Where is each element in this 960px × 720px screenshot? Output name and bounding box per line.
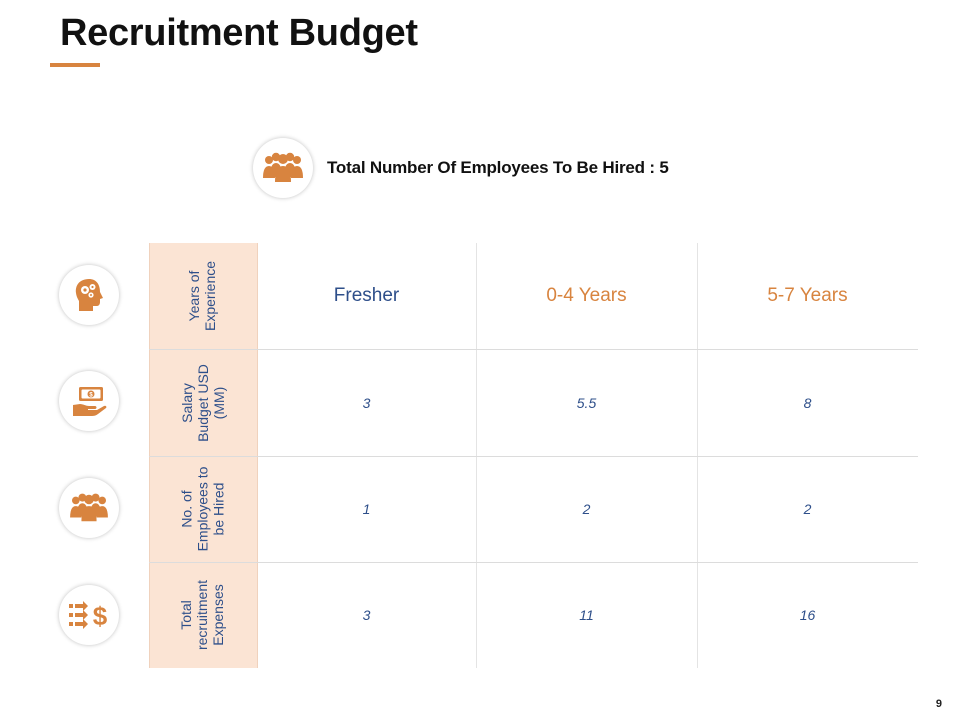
row-header-total-recruitment-expenses: Total recruitment Expenses [149, 562, 256, 668]
experience-level-5-7-years: 5-7 Years [767, 285, 848, 306]
svg-text:$: $ [89, 393, 93, 399]
row-divider [149, 456, 918, 457]
title-underline [50, 63, 100, 67]
total-expenses-0-4-years: 11 [579, 607, 594, 623]
employees-hired-0-4-years: 2 [582, 501, 591, 517]
employees-hired-5-7-years: 2 [803, 501, 812, 517]
row-divider [149, 562, 918, 563]
column-divider [476, 243, 477, 668]
money-hand-icon: $ [59, 371, 119, 431]
employees-hired-fresher: 1 [362, 501, 371, 517]
row-header-line: No. of [178, 490, 195, 528]
row-header-line: Salary [178, 382, 195, 423]
total-expenses-fresher: 3 [362, 607, 371, 623]
row-header-years-of-experience: Years of Experience [149, 243, 256, 349]
experience-level-fresher: Fresher [333, 285, 400, 306]
row-header-salary-budget: Salary Budget USD (MM) [149, 349, 256, 456]
row-header-line: Expenses [210, 584, 227, 646]
row-header-line: recruitment [194, 579, 211, 651]
experience-level-0-4-years: 0-4 Years [546, 285, 627, 306]
total-employees-summary: Total Number Of Employees To Be Hired : … [327, 158, 669, 177]
row-header-employees-to-be-hired: No. of Employees to be Hired [149, 456, 256, 562]
row-header-line: Experience [202, 260, 219, 332]
svg-text:$: $ [93, 601, 108, 630]
row-header-line: be Hired [210, 482, 227, 536]
row-header-line: Total [178, 600, 195, 630]
salary-budget-fresher: 3 [362, 394, 371, 411]
people-group-icon [59, 478, 119, 538]
head-gears-icon [59, 265, 119, 325]
column-divider [697, 243, 698, 668]
salary-budget-0-4-years: 5.5 [576, 394, 597, 411]
row-header-column [149, 243, 258, 668]
row-header-line: (MM) [210, 386, 227, 419]
arrows-dollar-icon: $ [59, 585, 119, 645]
row-header-line: Budget USD [194, 363, 211, 442]
page-title: Recruitment Budget [60, 12, 418, 54]
row-header-line: Employees to [194, 466, 211, 552]
total-expenses-5-7-years: 16 [799, 607, 816, 623]
row-header-line: Years of [186, 270, 203, 322]
people-group-icon [253, 138, 313, 198]
salary-budget-5-7-years: 8 [803, 394, 812, 411]
row-divider [149, 349, 918, 350]
page-number: 9 [935, 698, 942, 710]
